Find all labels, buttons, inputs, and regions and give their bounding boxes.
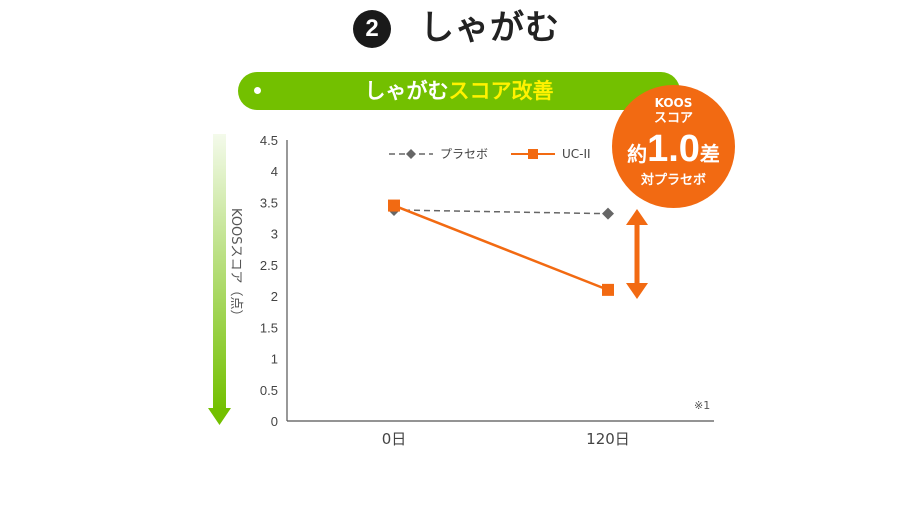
x-tick-labels: 0日 120日 [382,430,630,448]
legend-marker-square [528,149,538,159]
footnote-mark: ※1 [694,399,710,412]
data-point-diamond [602,207,614,220]
banner-text-yellow: スコア改善 [448,79,554,103]
bullet-dot-icon [254,87,261,94]
banner-text: しゃがむスコア改善 [238,72,680,110]
y-tick-label: 1.5 [260,320,278,335]
section-banner: しゃがむスコア改善 [238,72,680,110]
badge-value-line: 約1.0差 [612,129,735,176]
data-point-square [602,283,614,296]
step-number-badge: 2 [353,10,391,48]
badge-value: 1.0 [647,128,700,170]
difference-arrow [626,209,648,299]
badge-line-koos: KOOS [654,96,693,110]
difference-badge: KOOS スコア 約1.0差 対プラセボ [612,85,735,208]
y-tick-label: 3.5 [260,195,278,210]
x-tick-label: 120日 [586,430,630,448]
x-tick-label: 0日 [382,430,407,448]
y-tick-label: 1 [271,352,278,367]
y-tick-label: 0.5 [260,383,278,398]
data-point-square [388,199,400,212]
banner-text-white: しゃがむ [364,79,449,103]
y-tick-label: 0 [271,414,278,429]
badge-prefix: 約 [627,142,648,166]
y-tick-label: 4.5 [260,133,278,148]
legend-label: UC-II [562,147,591,161]
y-trend-arrow-head [208,408,231,425]
y-tick-label: 3 [271,227,278,242]
legend-label: プラセボ [440,147,488,161]
y-tick-labels: 0 0.5 1 1.5 2 2.5 3 3.5 4 4.5 [260,133,278,429]
y-tick-label: 4 [271,164,278,179]
legend-marker-diamond [406,149,416,159]
y-tick-label: 2.5 [260,258,278,273]
y-axis-label: KOOSスコア（点） [228,208,243,323]
series-line-1 [393,204,609,292]
header: 2 しゃがむ [0,8,920,48]
series-line-0 [393,209,609,215]
badge-line-vs-placebo: 対プラセボ [640,173,706,188]
badge-suffix: 差 [699,142,720,166]
y-tick-label: 2 [271,289,278,304]
legend: プラセボ UC-II [389,147,591,161]
badge-line-score: スコア [653,111,693,126]
page-title: しゃがむ [420,8,560,48]
series-layer [388,199,614,296]
y-trend-arrow-shaft [213,134,226,410]
